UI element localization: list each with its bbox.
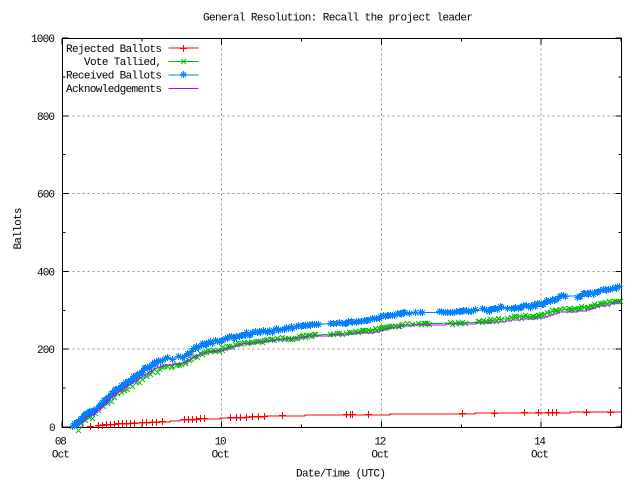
svg-text:Oct: Oct [52, 449, 70, 461]
svg-text:200: 200 [37, 345, 55, 357]
svg-text:600: 600 [37, 190, 55, 202]
svg-text:Oct: Oct [212, 449, 230, 461]
svg-text:800: 800 [37, 112, 55, 124]
svg-text:12: 12 [374, 437, 386, 449]
svg-text:1000: 1000 [31, 34, 55, 46]
svg-text:10: 10 [215, 437, 227, 449]
svg-text:Oct: Oct [531, 449, 549, 461]
svg-text:Vote Tallied,: Vote Tallied, [84, 57, 162, 69]
svg-text:Date/Time (UTC): Date/Time (UTC) [296, 469, 386, 481]
svg-text:400: 400 [37, 267, 55, 279]
svg-text:Received Ballots: Received Ballots [66, 71, 162, 83]
svg-text:General Resolution: Recall the: General Resolution: Recall the project l… [203, 12, 473, 24]
svg-text:Oct: Oct [371, 449, 389, 461]
svg-text:14: 14 [534, 437, 546, 449]
svg-text:Ballots: Ballots [13, 208, 25, 250]
svg-text:0: 0 [49, 423, 56, 435]
svg-text:08: 08 [55, 437, 67, 449]
svg-text:Rejected Ballots: Rejected Ballots [66, 44, 162, 56]
svg-text:Acknowledgements: Acknowledgements [66, 84, 162, 96]
